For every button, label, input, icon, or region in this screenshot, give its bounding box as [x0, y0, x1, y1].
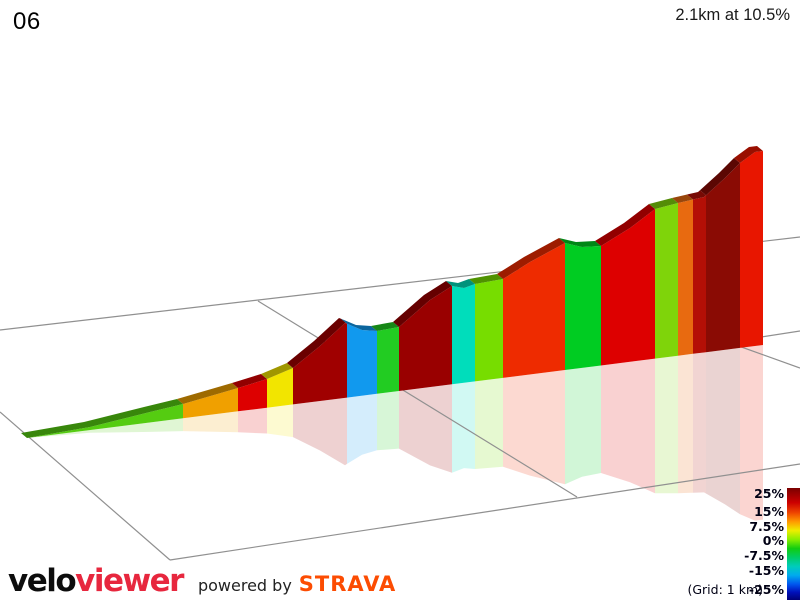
- strava-logo[interactable]: STRAVA: [298, 572, 397, 596]
- veloviewer-logo-velo: velo: [8, 563, 77, 599]
- page-title: 06: [13, 8, 41, 35]
- veloviewer-logo[interactable]: veloviewer: [8, 563, 184, 599]
- footer-branding: veloviewer powered by STRAVA: [8, 563, 396, 599]
- climb-summary: 2.1km at 10.5%: [675, 6, 790, 24]
- powered-by-text: powered by: [197, 576, 292, 595]
- veloviewer-logo-viewer: viewer: [75, 563, 184, 599]
